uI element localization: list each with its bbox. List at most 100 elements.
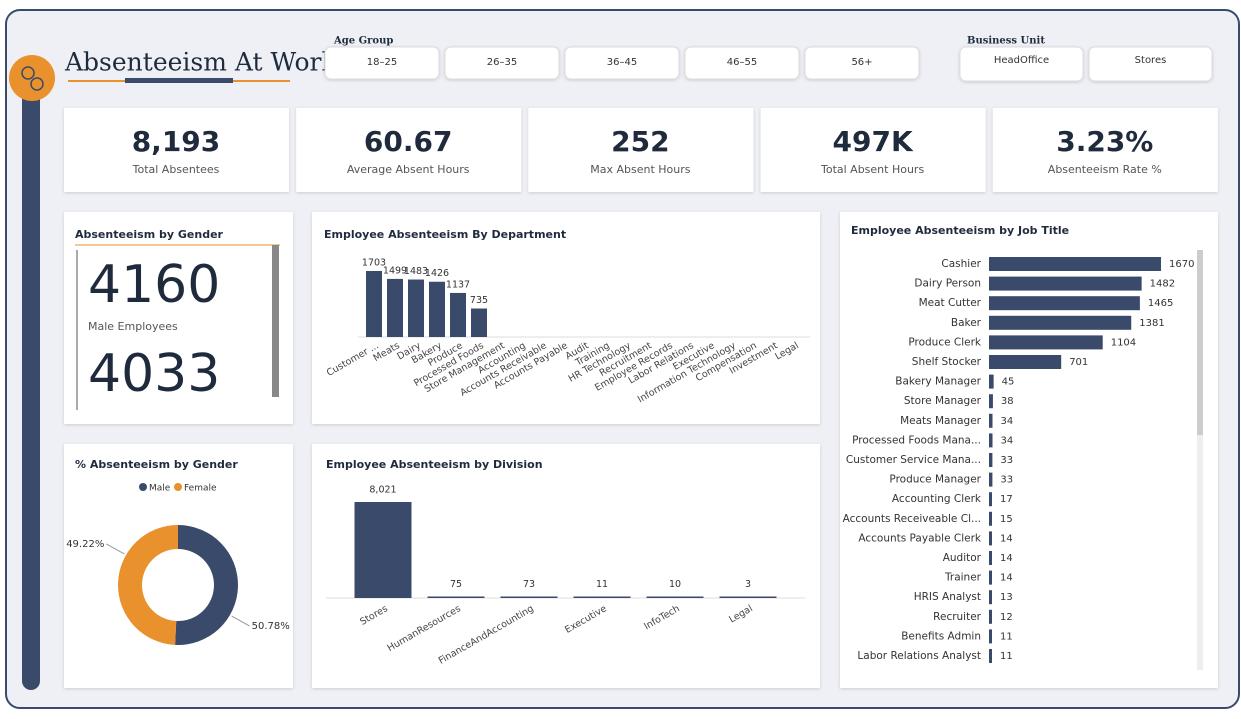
filter-option[interactable]: Stores: [1135, 55, 1167, 66]
kpi-card: [64, 108, 289, 192]
bar: [989, 531, 992, 546]
bar: [989, 355, 1062, 369]
bar: [989, 453, 993, 467]
donut-slice: [117, 525, 178, 645]
y-tick-label: Customer Service Mana...: [846, 454, 981, 466]
data-label: 1104: [1111, 337, 1136, 348]
bar: [500, 596, 558, 598]
data-label: 11: [596, 579, 608, 590]
card-border: [76, 250, 78, 410]
filter-label: Age Group: [333, 36, 393, 47]
content: Age Group 18–25 26–35 36–45 46–55 56+ Business…: [64, 36, 1218, 688]
bar: [989, 511, 992, 526]
bar: [989, 492, 992, 507]
data-label: 1381: [1139, 318, 1164, 329]
y-tick-label: Accounts Payable Clerk: [858, 532, 982, 544]
data-label: 33: [1000, 475, 1013, 486]
scroll-thumb[interactable]: [1197, 250, 1203, 435]
filter-button[interactable]: [1088, 46, 1213, 82]
y-tick-label: Accounting Clerk: [892, 493, 982, 505]
logo-icon: [21, 66, 35, 80]
bar: [387, 278, 403, 337]
filter-option[interactable]: 36–45: [607, 57, 637, 68]
bar: [989, 649, 992, 663]
gender-card: [64, 212, 293, 424]
bar: [989, 296, 1140, 311]
bar: [989, 609, 992, 624]
data-label: 13: [1000, 592, 1013, 603]
male-count: 4160: [88, 255, 220, 315]
data-label: 1465: [1148, 298, 1173, 309]
y-tick-label: Bakery Manager: [895, 376, 981, 388]
filter-option[interactable]: HeadOffice: [994, 55, 1049, 66]
data-label: 33: [1000, 455, 1013, 466]
y-tick-label: Benefits Admin: [901, 630, 981, 642]
data-label: 1137: [446, 279, 470, 290]
data-label: 11: [1000, 631, 1013, 642]
y-tick-label: HRIS Analyst: [914, 591, 981, 603]
data-label: 1499: [383, 265, 407, 276]
data-label: 73: [523, 579, 535, 590]
y-tick-label: Meat Cutter: [919, 297, 982, 309]
data-label: 14: [1000, 533, 1013, 544]
filter-button[interactable]: [444, 46, 560, 80]
card-title: Absenteeism by Gender: [75, 228, 224, 241]
filter-button[interactable]: [684, 46, 800, 80]
kpi-label: Total Absent Hours: [820, 163, 924, 176]
panel: [64, 444, 293, 688]
scroll-track: [1197, 250, 1203, 670]
y-tick-label: Accounts Receiveable Cl...: [843, 513, 981, 525]
y-tick-label: Produce Clerk: [908, 336, 982, 348]
kpi-label: Max Absent Hours: [590, 163, 691, 176]
bar: [429, 281, 445, 337]
filter-option[interactable]: 56+: [851, 57, 872, 68]
y-tick-label: Meats Manager: [900, 415, 982, 427]
kpi-label: Absenteeism Rate %: [1048, 163, 1162, 176]
card-scroll: [272, 245, 279, 397]
kpi-card: [528, 108, 754, 192]
leader-line: [231, 615, 250, 627]
filter-option[interactable]: 46–55: [727, 57, 757, 68]
kpi-label: Total Absentees: [132, 163, 220, 176]
data-label: 1426: [425, 268, 449, 279]
y-tick-label: Baker: [951, 317, 982, 329]
bar: [354, 502, 412, 598]
bar: [408, 279, 424, 337]
bar: [646, 596, 704, 598]
bar: [989, 590, 992, 605]
kpi-label: Average Absent Hours: [347, 163, 470, 176]
filter-button[interactable]: [564, 46, 680, 80]
kpi-value: 3.23%: [1056, 125, 1153, 158]
bar: [719, 596, 777, 598]
bar: [573, 596, 631, 598]
data-label: 14: [1000, 553, 1013, 564]
y-tick-label: Store Manager: [904, 395, 982, 407]
data-label: 15: [1000, 514, 1013, 525]
kpi-value: 8,193: [132, 125, 221, 158]
data-label: 14: [1000, 573, 1013, 584]
y-tick-label: Labor Relations Analyst: [857, 650, 981, 662]
filter-option[interactable]: 26–35: [487, 57, 517, 68]
y-tick-label: Cashier: [941, 258, 981, 270]
kpi-value: 60.67: [364, 125, 453, 158]
bar: [989, 629, 992, 644]
legend-swatch: [139, 483, 147, 491]
filter-button[interactable]: [324, 46, 440, 80]
y-tick-label: Recruiter: [933, 611, 982, 623]
filter-button[interactable]: [804, 46, 920, 80]
bar: [989, 413, 993, 428]
data-label: 1670: [1169, 259, 1194, 270]
y-tick-label: Dairy Person: [914, 278, 981, 290]
legend-label: Male: [149, 484, 171, 494]
kpi-card: [992, 108, 1218, 192]
bar: [450, 292, 466, 337]
y-tick-label: Trainer: [944, 572, 982, 584]
bar: [366, 271, 382, 337]
filter-option[interactable]: 18–25: [367, 57, 397, 68]
data-label: 12: [1000, 612, 1013, 623]
data-label: 45: [1002, 377, 1015, 388]
filter-button[interactable]: [959, 46, 1084, 82]
page-title: Absenteeism At Work: [64, 48, 338, 77]
data-label: 17: [1000, 494, 1013, 505]
